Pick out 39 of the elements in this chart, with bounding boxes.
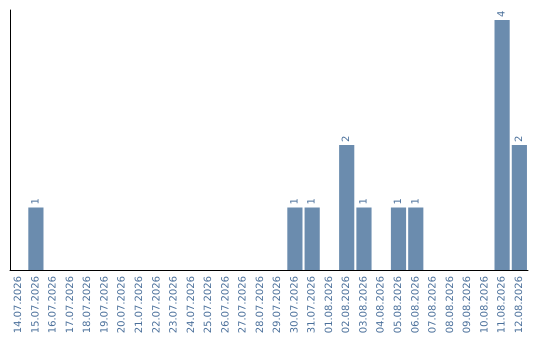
data-label: 2 [341,136,352,142]
data-label: 2 [514,136,525,142]
x-tick-label: 05.08.2026 [393,276,404,334]
x-tick-label: 01.08.2026 [324,276,335,334]
x-tick-label: 31.07.2026 [306,276,318,334]
x-tick-label: 07.08.2026 [428,276,439,334]
x-tick-label: 18.07.2026 [82,276,94,334]
data-label: 4 [496,10,508,17]
data-label: 1 [358,198,370,204]
x-tick-label: 24.07.2026 [186,276,197,334]
x-tick-label: 17.07.2026 [64,276,76,334]
x-tick-label: 10.08.2026 [479,276,490,334]
x-tick-label: 09.08.2026 [462,276,474,334]
x-tick-label: 28.07.2026 [254,276,266,334]
x-tick-label: 14.07.2026 [13,276,24,334]
data-label: 1 [289,198,300,204]
x-tick-label: 06.08.2026 [410,276,422,334]
x-tick-label: 16.07.2026 [48,276,59,334]
x-tick-label: 26.07.2026 [220,276,232,334]
x-tick-label: 22.07.2026 [151,276,162,334]
x-tick-label: 02.08.2026 [341,276,352,334]
data-label: 1 [410,198,422,204]
x-tick-label: 30.07.2026 [289,276,300,334]
x-tick-label: 20.07.2026 [116,276,128,334]
x-tick-label: 25.07.2026 [203,276,214,334]
data-label: 1 [306,198,318,204]
x-tick-label: 12.08.2026 [514,276,525,334]
x-tick-label: 23.07.2026 [168,276,180,334]
x-tick-label: 29.07.2026 [272,276,284,334]
x-tick-label: 04.08.2026 [376,276,387,334]
x-tick-label: 08.08.2026 [444,276,456,334]
x-tick-label: 21.07.2026 [134,276,145,334]
data-label: 1 [30,198,42,204]
x-tick-label: 03.08.2026 [358,276,370,334]
data-label: 1 [393,198,404,204]
x-tick-label: 19.07.2026 [99,276,110,334]
x-tick-label: 27.07.2026 [238,276,249,334]
x-tick-label: 15.07.2026 [30,276,42,334]
x-tick-label: 11.08.2026 [496,276,508,334]
